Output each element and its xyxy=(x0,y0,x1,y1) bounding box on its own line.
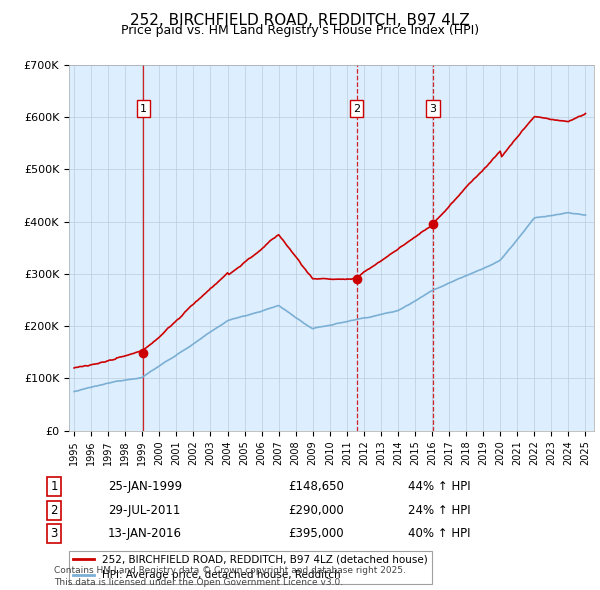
Text: 40% ↑ HPI: 40% ↑ HPI xyxy=(408,527,470,540)
Text: 29-JUL-2011: 29-JUL-2011 xyxy=(108,504,181,517)
Text: 25-JAN-1999: 25-JAN-1999 xyxy=(108,480,182,493)
Text: 24% ↑ HPI: 24% ↑ HPI xyxy=(408,504,470,517)
Text: Price paid vs. HM Land Registry's House Price Index (HPI): Price paid vs. HM Land Registry's House … xyxy=(121,24,479,37)
Text: £395,000: £395,000 xyxy=(288,527,344,540)
Text: 252, BIRCHFIELD ROAD, REDDITCH, B97 4LZ: 252, BIRCHFIELD ROAD, REDDITCH, B97 4LZ xyxy=(130,13,470,28)
Text: £148,650: £148,650 xyxy=(288,480,344,493)
Legend: 252, BIRCHFIELD ROAD, REDDITCH, B97 4LZ (detached house), HPI: Average price, de: 252, BIRCHFIELD ROAD, REDDITCH, B97 4LZ … xyxy=(69,551,432,584)
Text: 3: 3 xyxy=(50,527,58,540)
Text: £290,000: £290,000 xyxy=(288,504,344,517)
Text: 13-JAN-2016: 13-JAN-2016 xyxy=(108,527,182,540)
Text: Contains HM Land Registry data © Crown copyright and database right 2025.
This d: Contains HM Land Registry data © Crown c… xyxy=(54,566,406,587)
Text: 2: 2 xyxy=(353,104,360,114)
Text: 3: 3 xyxy=(429,104,436,114)
Text: 44% ↑ HPI: 44% ↑ HPI xyxy=(408,480,470,493)
Text: 2: 2 xyxy=(50,504,58,517)
Text: 1: 1 xyxy=(50,480,58,493)
Text: 1: 1 xyxy=(140,104,147,114)
